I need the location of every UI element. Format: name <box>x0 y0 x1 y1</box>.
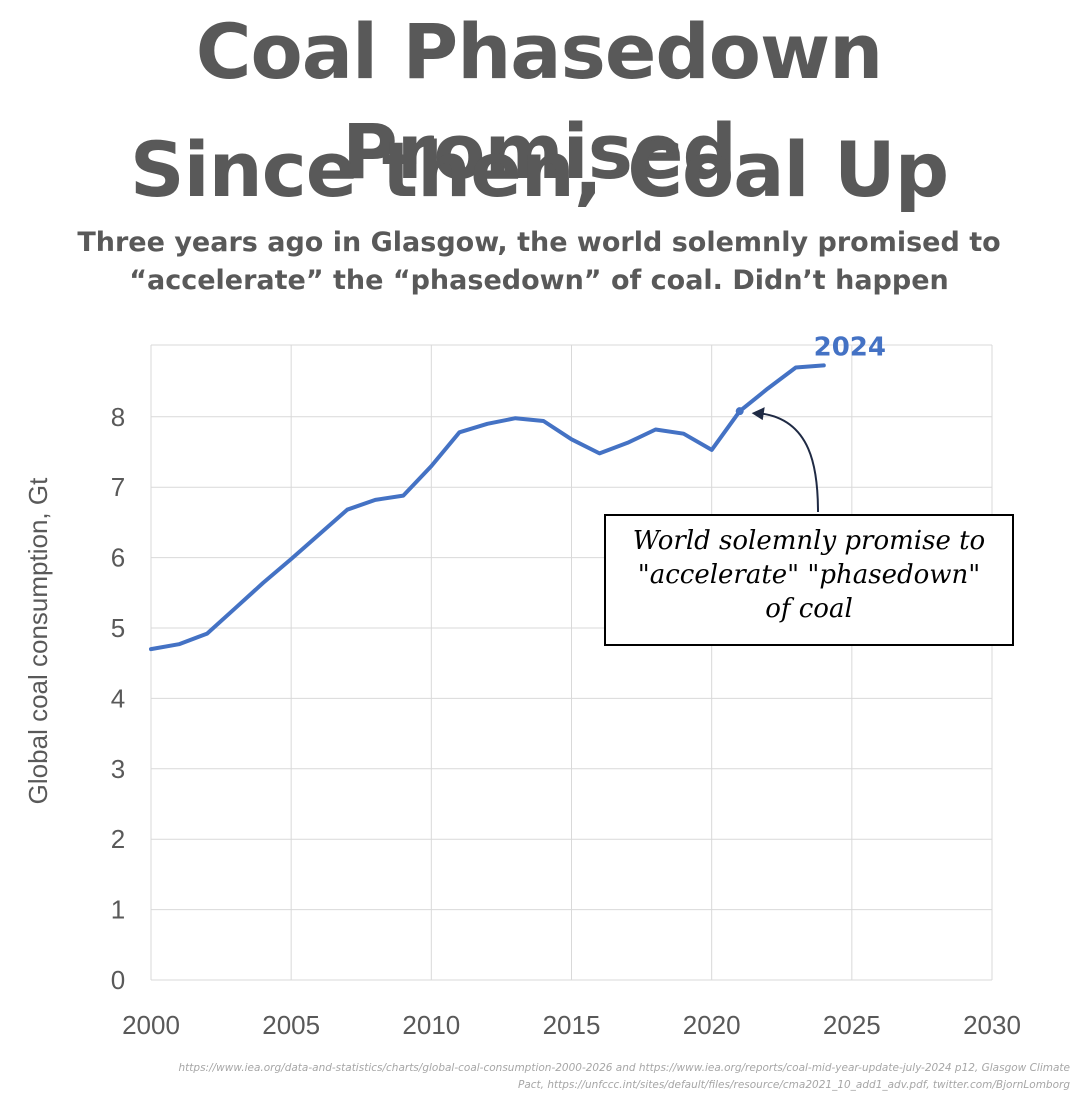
x-tick-label: 2030 <box>963 1010 1021 1040</box>
y-tick-label: 4 <box>111 683 125 713</box>
annotated-data-point <box>735 407 744 416</box>
last-point-label: 2024 <box>814 332 886 362</box>
chart-title-line-1: Coal Phasedown Promised <box>195 7 884 196</box>
annotation-line-2: "accelerate" "phasedown" <box>637 560 981 590</box>
y-tick-label: 7 <box>111 472 125 502</box>
y-tick-label: 5 <box>111 613 125 643</box>
annotation-line-1: World solemnly promise to <box>632 526 986 556</box>
x-tick-label: 2020 <box>683 1010 741 1040</box>
chart-subtitle-line-2: “accelerate” the “phasedown” of coal. Di… <box>129 265 949 296</box>
series-line-coal-consumption <box>149 363 826 652</box>
y-tick-label: 1 <box>111 895 125 925</box>
source-note-line-1: https://www.iea.org/data-and-statistics/… <box>178 1062 1070 1074</box>
x-tick-label: 2000 <box>122 1010 180 1040</box>
y-tick-label: 8 <box>111 402 125 432</box>
series-layer <box>149 363 826 652</box>
source-note-line-2: Pact, https://unfccc.int/sites/default/f… <box>518 1079 1070 1091</box>
x-tick-label: 2015 <box>543 1010 601 1040</box>
y-tick-label: 3 <box>111 754 125 784</box>
x-tick-label: 2025 <box>823 1010 881 1040</box>
annotation-box: World solemnly promise to "accelerate" "… <box>604 514 1014 646</box>
annotation-arrowhead <box>751 407 765 421</box>
y-tick-label: 0 <box>111 965 125 995</box>
x-tick-label: 2005 <box>262 1010 320 1040</box>
y-tick-label: 6 <box>111 543 125 573</box>
tick-layer: 0 1 2 3 4 5 6 7 8 2000 2005 2010 2015 2020 2025 2030 <box>111 402 1021 1040</box>
annotation-arrow-line <box>757 412 819 513</box>
annotation-line-3: of coal <box>765 594 853 624</box>
y-axis-label: Global coal consumption, Gt <box>23 477 53 804</box>
x-tick-label: 2010 <box>402 1010 460 1040</box>
y-tick-label: 2 <box>111 824 125 854</box>
chart-subtitle-line-1: Three years ago in Glasgow, the world so… <box>77 227 1001 258</box>
annotation-arrow <box>751 407 819 513</box>
chart-title-line-2: Since then, Coal Up <box>129 125 949 214</box>
